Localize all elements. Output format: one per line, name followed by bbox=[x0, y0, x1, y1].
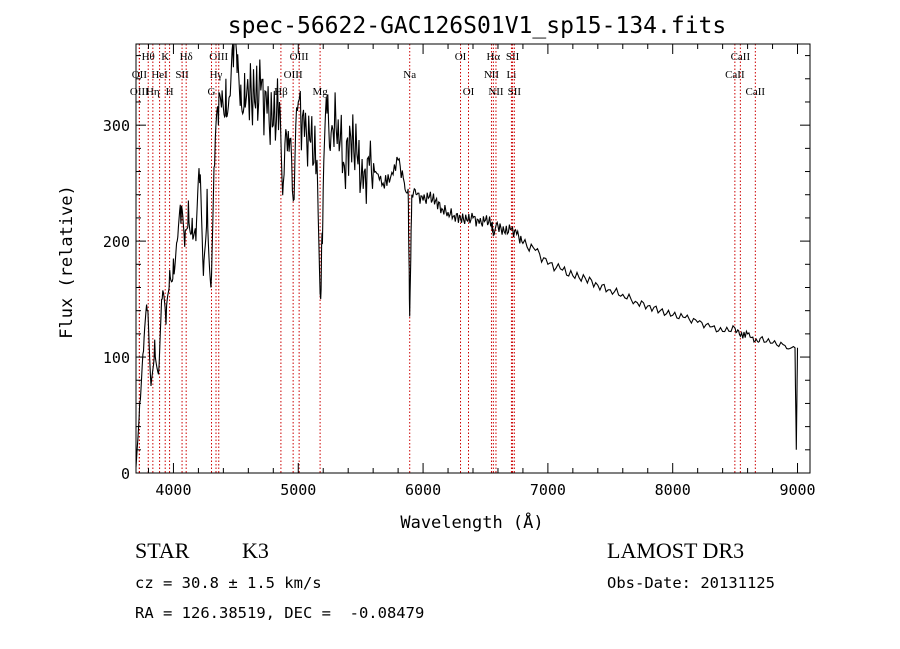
chart-title: spec-56622-GAC126S01V1_sp15-134.fits bbox=[228, 13, 727, 39]
spectral-line-label: Hα bbox=[486, 51, 500, 63]
spectral-line-label: K bbox=[161, 51, 169, 63]
x-tick-label: 5000 bbox=[280, 481, 316, 499]
spectral-line-label: Mg bbox=[312, 86, 328, 98]
x-tick-label: 4000 bbox=[155, 481, 191, 499]
y-tick-label: 0 bbox=[121, 465, 130, 483]
spectral-line-label: CaII bbox=[731, 51, 751, 63]
plot-frame bbox=[135, 43, 811, 474]
redshift-readout: cz = 30.8 ± 1.5 km/s bbox=[135, 574, 322, 592]
spectral-line-label: HeI bbox=[151, 69, 168, 81]
spectral-line-label: SII bbox=[508, 86, 522, 98]
x-axis-label: Wavelength (Å) bbox=[400, 511, 543, 533]
y-tick-label: 300 bbox=[103, 117, 130, 135]
axis-ticks bbox=[136, 44, 810, 474]
y-axis-label: Flux (relative) bbox=[57, 185, 77, 339]
spectral-line-label: SII bbox=[506, 51, 520, 63]
spectral-line-label: G bbox=[208, 86, 216, 98]
spectral-line-label: Hγ bbox=[210, 69, 223, 81]
series-layer bbox=[135, 43, 799, 468]
x-tick-label: 9000 bbox=[779, 481, 815, 499]
spectral-line-label: SII bbox=[175, 69, 189, 81]
y-tick-label: 100 bbox=[103, 349, 130, 367]
spectral-line-label: H bbox=[166, 86, 174, 98]
survey-name: LAMOST DR3 bbox=[607, 538, 745, 563]
x-tick-label: 8000 bbox=[655, 481, 691, 499]
spectral-line-label: Hδ bbox=[180, 51, 193, 63]
spectral-line-label: OIII bbox=[209, 51, 228, 63]
spectral-line-label: OIII bbox=[130, 86, 149, 98]
x-tick-label: 6000 bbox=[405, 481, 441, 499]
axis-tick-labels: 4000 5000 6000 7000 8000 9000 0 100 200 300 bbox=[103, 117, 816, 499]
obs-date: Obs-Date: 20131125 bbox=[607, 574, 775, 592]
coordinates-readout: RA = 126.38519, DEC = -0.08479 bbox=[135, 604, 425, 622]
object-class: STAR bbox=[135, 538, 190, 563]
spectral-line-label: NII bbox=[484, 69, 500, 81]
object-subclass: K3 bbox=[242, 538, 269, 563]
spectral-line-label: OI bbox=[463, 86, 475, 98]
spectral-line-label: OIII bbox=[284, 69, 303, 81]
spectral-line-label: Li bbox=[507, 69, 517, 81]
y-tick-label: 200 bbox=[103, 233, 130, 251]
spectral-line-label: Hθ bbox=[142, 51, 155, 63]
spectral-line-label: OIII bbox=[290, 51, 309, 63]
spectral-line-label: CaII bbox=[746, 86, 766, 98]
spectral-line-label: Na bbox=[403, 69, 416, 81]
spectrum-line bbox=[135, 43, 799, 468]
spectral-line-label: Hη bbox=[146, 86, 160, 98]
spectral-line-label: Hβ bbox=[274, 86, 288, 98]
spectral-line-label: NII bbox=[488, 86, 504, 98]
spectral-line-label: OI bbox=[455, 51, 467, 63]
x-tick-label: 7000 bbox=[530, 481, 566, 499]
spectral-line-label: CaII bbox=[725, 69, 745, 81]
